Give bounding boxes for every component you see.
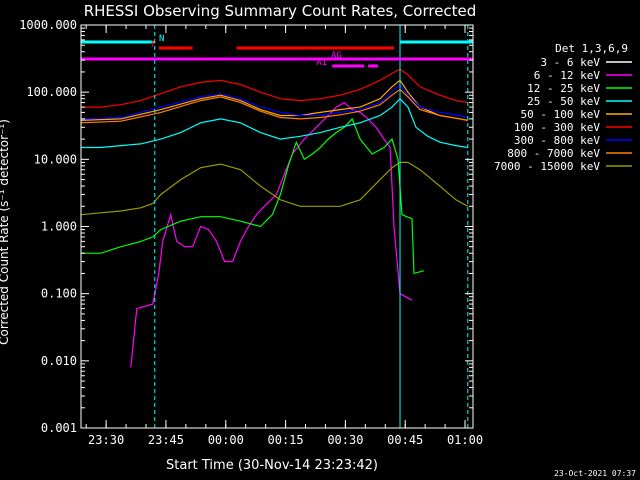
legend-title: Det 1,3,6,9 bbox=[555, 42, 628, 55]
legend-entry-0: 3 - 6 keV bbox=[540, 56, 600, 69]
x-tick-label-1: 23:45 bbox=[148, 433, 184, 447]
series-line-3 bbox=[81, 97, 468, 149]
flag-label-2: AG bbox=[331, 51, 342, 61]
series-line-0 bbox=[138, 169, 413, 402]
x-tick-label-2: 00:00 bbox=[208, 433, 244, 447]
legend-entry-8: 7000 - 15000 keV bbox=[494, 160, 600, 173]
chart-title: RHESSI Observing Summary Count Rates, Co… bbox=[84, 2, 477, 20]
y-tick-label-0: 1000.000 bbox=[19, 18, 77, 32]
x-tick-label-4: 00:30 bbox=[327, 433, 363, 447]
x-tick-label-5: 00:45 bbox=[387, 433, 423, 447]
x-tick-label-3: 00:15 bbox=[268, 433, 304, 447]
series-line-1 bbox=[130, 101, 413, 368]
flag-label-0: N bbox=[159, 34, 164, 44]
legend-entry-3: 25 - 50 keV bbox=[527, 95, 600, 108]
series-line-5 bbox=[81, 68, 468, 108]
flag-label-1: F bbox=[151, 40, 156, 50]
plot-area: NF AG A1 1000.000 100.000 10.000 1.000 0.100 0.0… bbox=[19, 18, 483, 447]
footer-timestamp: 23-Oct-2021 07:37 bbox=[554, 469, 636, 478]
x-axis-label: Start Time (30-Nov-14 23:23:42) bbox=[166, 458, 378, 473]
series-line-7 bbox=[80, 88, 468, 124]
legend-entry-4: 50 - 100 keV bbox=[521, 108, 601, 121]
legend-entry-2: 12 - 25 keV bbox=[527, 82, 600, 95]
x-tick-label-6: 01:00 bbox=[447, 433, 483, 447]
series-line-6 bbox=[80, 83, 468, 120]
y-tick-label-5: 0.010 bbox=[41, 354, 77, 368]
y-axis-label: Corrected Count Rate (s⁻¹ detector⁻¹) bbox=[0, 119, 11, 345]
legend-entry-7: 800 - 7000 keV bbox=[507, 147, 600, 160]
x-tick-label-0: 23:30 bbox=[88, 433, 124, 447]
series-line-2 bbox=[81, 117, 425, 275]
legend-entry-1: 6 - 12 keV bbox=[534, 69, 601, 82]
y-tick-label-6: 0.001 bbox=[41, 421, 77, 435]
flag-label-3: A1 bbox=[316, 58, 327, 68]
y-tick-label-3: 1.000 bbox=[41, 220, 77, 234]
y-tick-label-1: 100.000 bbox=[26, 85, 77, 99]
y-tick-label-4: 0.100 bbox=[41, 287, 77, 301]
legend-entry-6: 300 - 800 keV bbox=[514, 134, 600, 147]
series-line-8 bbox=[80, 161, 469, 216]
y-tick-label-2: 10.000 bbox=[34, 152, 77, 166]
legend-entry-5: 100 - 300 keV bbox=[514, 121, 600, 134]
